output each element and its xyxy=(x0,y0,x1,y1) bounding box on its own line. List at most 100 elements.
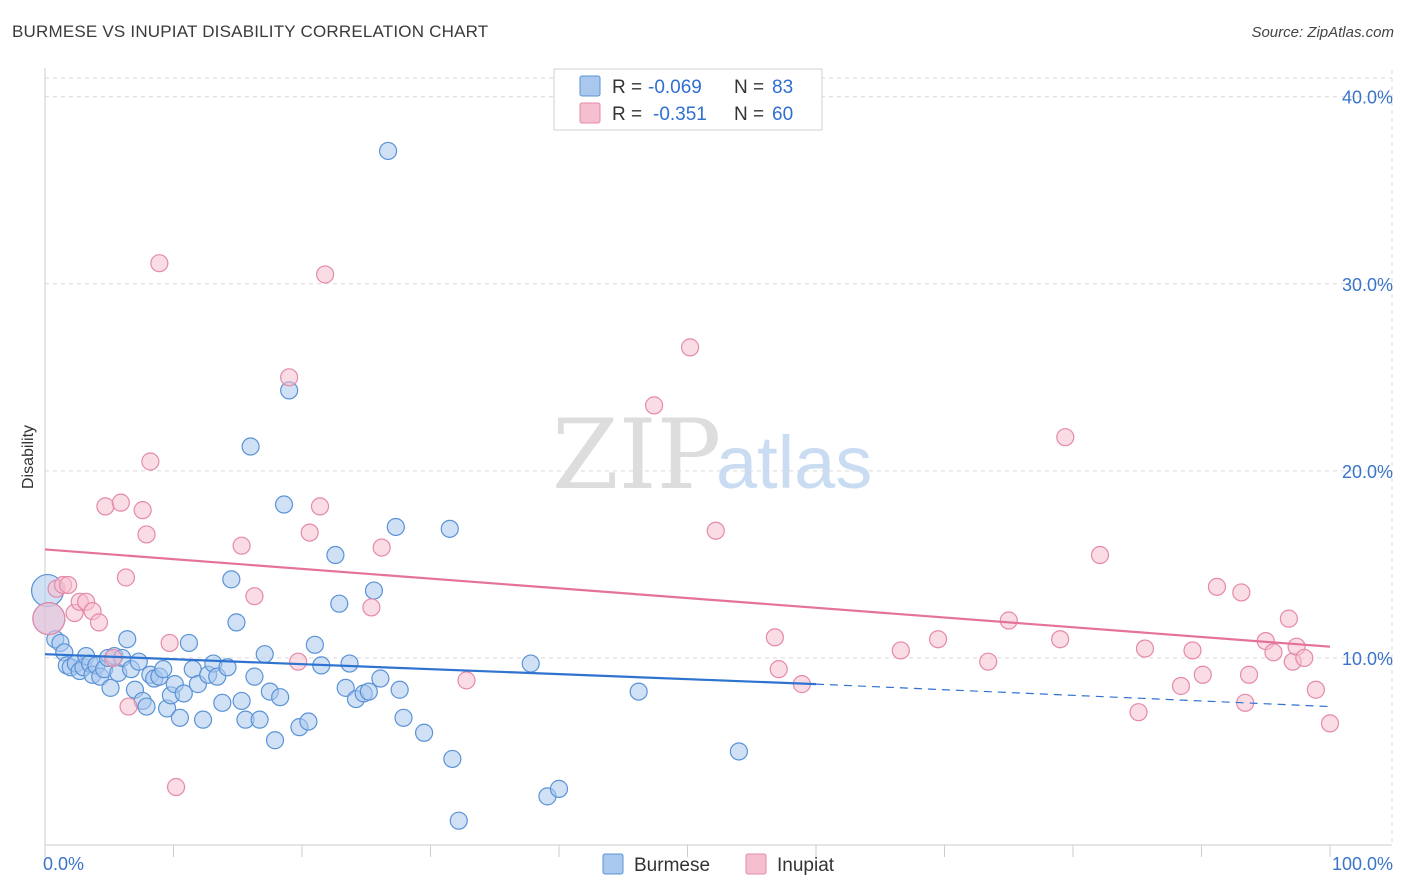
inupiat-point-47 xyxy=(1193,665,1212,684)
inupiat-point-21 xyxy=(245,587,264,606)
legend-n-value-burmese: 83 xyxy=(772,77,793,98)
bottom-legend-label-inupiat: Inupiat xyxy=(777,855,835,876)
legend-n-label-burmese: N = xyxy=(734,77,764,98)
inupiat-point-30 xyxy=(644,396,664,415)
inupiat-trend-line xyxy=(44,548,1331,648)
inupiat-point-38 xyxy=(979,652,998,671)
inupiat-point-37 xyxy=(928,630,948,649)
inupiat-point-42 xyxy=(1090,545,1110,565)
inupiat-point-14 xyxy=(133,501,152,520)
burmese-point-70 xyxy=(371,669,390,688)
legend: R = -0.069 N = 83 R = -0.351 N = 60 xyxy=(553,68,823,131)
x-tick-label-max: 100.0% xyxy=(1332,854,1393,874)
data-points xyxy=(30,141,1340,830)
inupiat-point-28 xyxy=(372,538,391,557)
burmese-point-46 xyxy=(227,613,246,632)
inupiat-point-31 xyxy=(680,338,700,357)
burmese-point-43 xyxy=(213,693,232,712)
burmese-point-69 xyxy=(364,581,384,600)
legend-swatch-burmese xyxy=(579,75,601,97)
inupiat-point-29 xyxy=(457,671,476,690)
y-tick-label-10: 10.0% xyxy=(1342,649,1393,669)
inupiat-point-54 xyxy=(1279,609,1298,628)
inupiat-point-44 xyxy=(1135,639,1155,658)
inupiat-point-13 xyxy=(119,697,138,716)
y-axis-label: Disability xyxy=(20,425,37,489)
burmese-point-73 xyxy=(390,680,409,699)
burmese-point-65 xyxy=(340,654,359,673)
inupiat-point-18 xyxy=(160,633,179,653)
legend-r-label-burmese: R = xyxy=(612,77,642,98)
burmese-point-45 xyxy=(222,570,241,589)
inupiat-point-8 xyxy=(89,613,109,632)
burmese-point-63 xyxy=(330,594,349,613)
inupiat-point-15 xyxy=(137,525,156,544)
y-tick-label-40: 40.0% xyxy=(1342,88,1393,108)
inupiat-point-48 xyxy=(1207,577,1227,596)
inupiat-point-39 xyxy=(999,611,1018,630)
burmese-point-56 xyxy=(274,495,294,514)
burmese-point-35 xyxy=(174,684,193,703)
inupiat-point-16 xyxy=(141,452,160,471)
inupiat-point-25 xyxy=(310,497,330,516)
legend-swatch-inupiat xyxy=(579,102,601,124)
burmese-point-21 xyxy=(118,630,137,649)
inupiat-point-20 xyxy=(232,536,251,555)
bottom-legend-label-burmese: Burmese xyxy=(634,855,710,876)
trend-lines xyxy=(44,548,1331,708)
inupiat-point-41 xyxy=(1056,428,1075,447)
x-tick-labels: 0.0% 100.0% xyxy=(43,854,1393,874)
bottom-legend-swatch-inupiat xyxy=(745,853,767,875)
inupiat-point-19 xyxy=(166,777,186,797)
axes xyxy=(44,68,1392,857)
inupiat-point-11 xyxy=(111,493,130,512)
burmese-point-55 xyxy=(271,688,290,707)
inupiat-point-36 xyxy=(891,641,910,660)
inupiat-point-58 xyxy=(1306,680,1325,699)
burmese-point-75 xyxy=(414,723,434,742)
burmese-point-44 xyxy=(218,658,237,677)
legend-r-value-burmese: -0.069 xyxy=(648,77,702,98)
burmese-point-59 xyxy=(299,712,318,731)
inupiat-point-32 xyxy=(706,521,725,540)
inupiat-point-51 xyxy=(1239,665,1259,684)
inupiat-point-59 xyxy=(1320,714,1340,733)
watermark-atlas: atlas xyxy=(716,421,872,504)
burmese-point-36 xyxy=(179,633,199,653)
y-tick-labels: 10.0% 20.0% 30.0% 40.0% xyxy=(1342,88,1393,669)
grid-lines xyxy=(45,70,1393,845)
bottom-legend-swatch-burmese xyxy=(602,853,624,875)
burmese-point-47 xyxy=(232,691,251,711)
inupiat-point-34 xyxy=(769,660,788,679)
inupiat-point-3 xyxy=(59,575,78,595)
inupiat-point-46 xyxy=(1183,641,1202,660)
burmese-point-49 xyxy=(241,437,260,456)
burmese-point-76 xyxy=(440,519,459,538)
burmese-point-62 xyxy=(326,545,345,565)
inupiat-point-49 xyxy=(1232,583,1251,602)
burmese-trend-extension xyxy=(815,683,1331,708)
burmese-point-79 xyxy=(521,654,540,673)
inupiat-point-27 xyxy=(362,598,381,617)
burmese-point-64 xyxy=(336,678,355,697)
y-tick-label-20: 20.0% xyxy=(1342,462,1393,482)
legend-r-label-inupiat: R = xyxy=(612,104,642,125)
burmese-point-81 xyxy=(549,779,569,798)
inupiat-point-57 xyxy=(1295,648,1314,668)
legend-n-label-inupiat: N = xyxy=(734,104,764,125)
burmese-point-74 xyxy=(394,708,413,727)
x-tick-label-min: 0.0% xyxy=(43,854,84,874)
burmese-point-34 xyxy=(170,708,190,727)
y-tick-label-30: 30.0% xyxy=(1342,275,1393,295)
bottom-legend: Burmese Inupiat xyxy=(602,853,835,876)
inupiat-point-43 xyxy=(1129,703,1148,722)
watermark-zip: ZIP xyxy=(552,399,721,511)
burmese-point-26 xyxy=(137,697,156,716)
burmese-trend-line xyxy=(44,653,817,686)
inupiat-point-23 xyxy=(289,652,308,671)
legend-r-value-inupiat: -0.351 xyxy=(653,104,707,125)
inupiat-point-33 xyxy=(765,628,784,647)
inupiat-point-17 xyxy=(150,254,169,273)
burmese-point-83 xyxy=(729,742,749,761)
